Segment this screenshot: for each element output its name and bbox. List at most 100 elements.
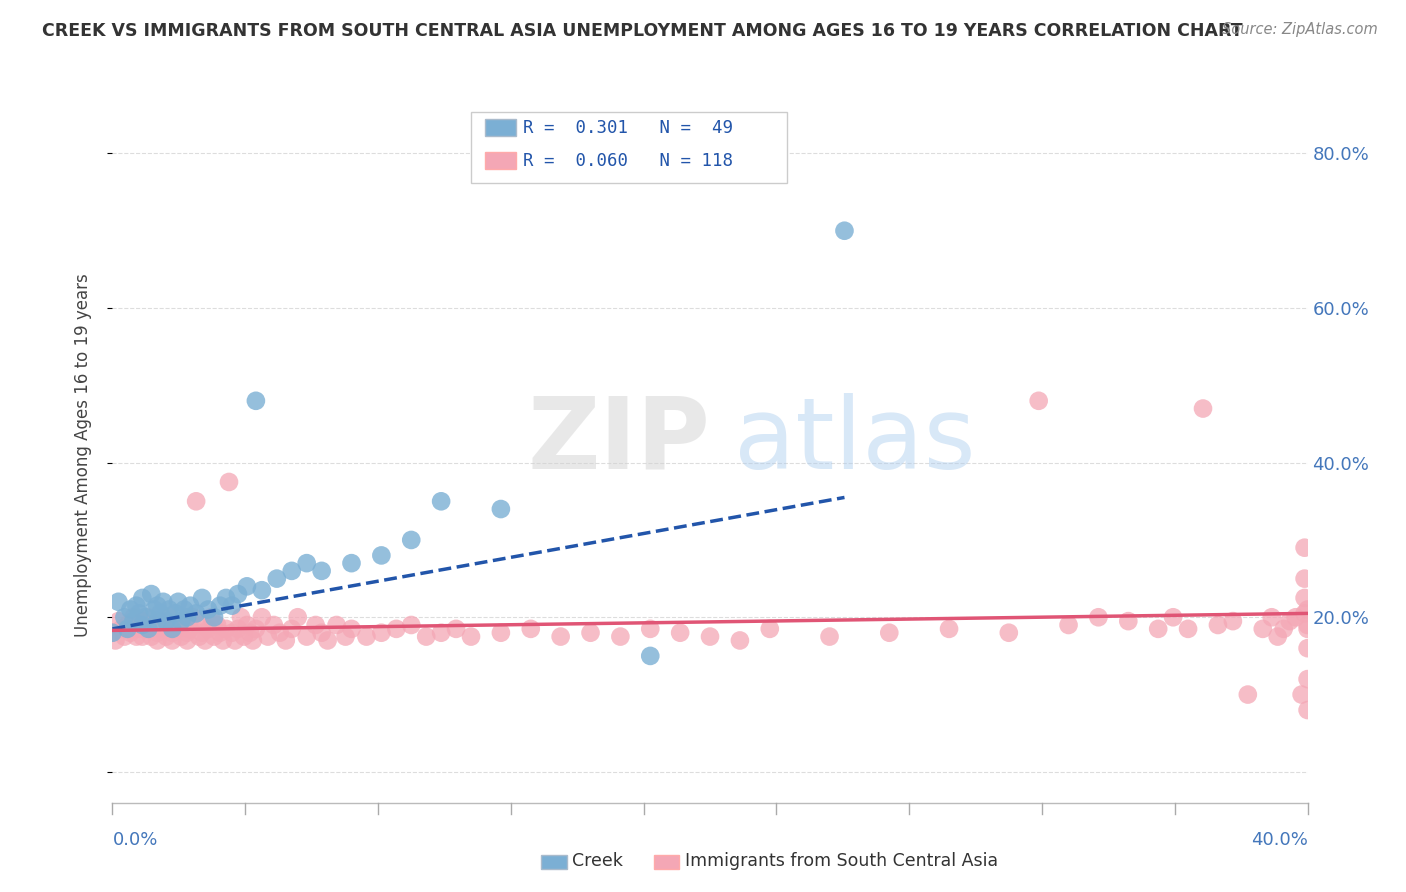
Point (242, 633, 264, 648)
Point (155, 614, 177, 628)
Point (1296, 622, 1319, 636)
Point (131, 630, 153, 644)
Point (1251, 622, 1274, 636)
Point (998, 625, 1021, 640)
Point (208, 599, 231, 613)
Point (236, 579, 259, 593)
Point (266, 572, 288, 586)
Point (208, 625, 231, 640)
Point (1206, 618, 1229, 632)
Point (197, 602, 219, 616)
Point (759, 622, 782, 636)
Point (191, 625, 214, 640)
Point (125, 630, 148, 644)
Point (128, 622, 150, 636)
Text: R =  0.060   N = 118: R = 0.060 N = 118 (523, 152, 733, 169)
Point (356, 630, 378, 644)
Point (311, 625, 333, 640)
Point (1261, 610, 1284, 624)
Point (340, 556, 363, 570)
Point (1057, 618, 1080, 632)
Point (143, 618, 166, 632)
Point (550, 630, 572, 644)
Point (401, 618, 423, 632)
Point (173, 614, 195, 628)
Point (101, 625, 124, 640)
Point (311, 564, 333, 578)
Point (1278, 614, 1301, 628)
Point (239, 625, 262, 640)
Point (295, 556, 318, 570)
Point (579, 625, 602, 640)
Point (1296, 703, 1319, 717)
Point (1294, 541, 1316, 555)
Point (370, 549, 392, 563)
Point (460, 630, 482, 644)
Point (938, 622, 960, 636)
Point (609, 630, 631, 644)
Point (325, 618, 347, 632)
Point (728, 633, 751, 648)
Point (1296, 602, 1319, 616)
Text: Source: ZipAtlas.com: Source: ZipAtlas.com (1222, 22, 1378, 37)
Point (1294, 572, 1316, 586)
Point (128, 607, 150, 621)
Point (232, 630, 256, 644)
Point (120, 625, 142, 640)
Point (146, 633, 169, 648)
Point (236, 618, 259, 632)
Point (191, 591, 214, 605)
Text: 40.0%: 40.0% (1251, 831, 1308, 849)
Point (699, 630, 721, 644)
Point (489, 625, 512, 640)
Point (120, 602, 142, 616)
Point (304, 618, 326, 632)
Point (1272, 622, 1295, 636)
Point (218, 475, 240, 489)
Point (176, 633, 198, 648)
Point (197, 622, 219, 636)
Point (146, 614, 169, 628)
Point (1161, 610, 1184, 624)
Text: ZIP: ZIP (527, 392, 710, 490)
Point (1294, 591, 1316, 605)
Point (226, 622, 249, 636)
Y-axis label: Unemployment Among Ages 16 to 19 years: Unemployment Among Ages 16 to 19 years (73, 273, 91, 637)
Point (415, 630, 437, 644)
Point (131, 614, 153, 628)
Point (107, 595, 129, 609)
Point (221, 599, 243, 613)
Point (191, 618, 214, 632)
Point (179, 622, 201, 636)
Point (1118, 614, 1140, 628)
Point (281, 622, 304, 636)
Point (176, 610, 198, 624)
Point (1222, 614, 1244, 628)
Text: CREEK VS IMMIGRANTS FROM SOUTH CENTRAL ASIA UNEMPLOYMENT AMONG AGES 16 TO 19 YEA: CREEK VS IMMIGRANTS FROM SOUTH CENTRAL A… (42, 22, 1243, 40)
Point (179, 599, 201, 613)
Point (162, 633, 183, 648)
Point (167, 622, 190, 636)
Point (250, 583, 273, 598)
Point (316, 633, 339, 648)
Point (335, 630, 357, 644)
Point (176, 625, 198, 640)
Point (1294, 607, 1316, 621)
Point (340, 622, 363, 636)
Point (134, 622, 156, 636)
Point (1087, 610, 1109, 624)
Point (401, 533, 423, 547)
Point (245, 622, 267, 636)
Point (186, 607, 208, 621)
Point (122, 614, 145, 628)
Point (162, 625, 183, 640)
Point (250, 610, 273, 624)
Point (149, 607, 172, 621)
Point (1285, 610, 1308, 624)
Point (430, 625, 453, 640)
Point (1291, 688, 1313, 702)
Point (104, 633, 127, 648)
Point (141, 587, 163, 601)
Point (269, 625, 291, 640)
Point (188, 630, 211, 644)
